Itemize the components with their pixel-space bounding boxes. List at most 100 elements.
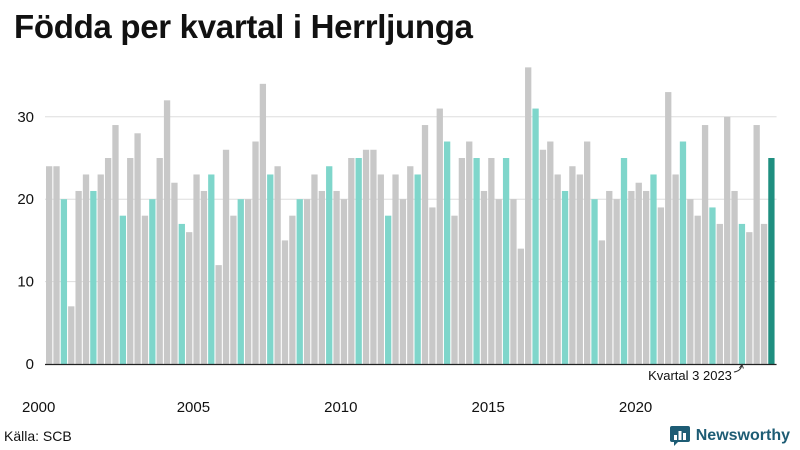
- bar-2010-q2: [348, 158, 355, 364]
- bar-2007-q1: [252, 141, 259, 364]
- bar-2021-q3: [679, 141, 687, 364]
- bar-2023-q3: [738, 223, 746, 364]
- bar-2010-q4: [362, 149, 370, 364]
- bar-2020-q3: [650, 174, 657, 364]
- bar-2003-q4: [156, 158, 163, 364]
- bar-2000-q3: [60, 199, 68, 364]
- bar-2011-q1: [370, 149, 377, 364]
- bar-2024-q1: [753, 125, 760, 364]
- bar-2005-q2: [200, 190, 208, 364]
- bar-2022-q3: [709, 207, 716, 364]
- bar-2018-q2: [584, 141, 591, 364]
- bar-2011-q4: [392, 174, 399, 364]
- bar-2021-q4: [687, 199, 694, 364]
- bar-2009-q1: [311, 174, 318, 364]
- bar-2020-q1: [635, 182, 642, 364]
- chart-title: Födda per kvartal i Herrljunga: [14, 8, 473, 45]
- bars: [46, 67, 775, 365]
- bar-2024-q2: [760, 223, 768, 364]
- bar-2023-q1: [724, 116, 731, 364]
- bar-2000-q4: [68, 306, 75, 364]
- bar-2014-q1: [458, 158, 466, 364]
- bar-2009-q3: [326, 166, 333, 364]
- bar-2018-q1: [576, 174, 583, 364]
- bar-2008-q4: [303, 199, 311, 364]
- bar-2019-q3: [620, 158, 628, 364]
- bar-2019-q2: [613, 199, 620, 364]
- bar-2009-q4: [333, 190, 340, 364]
- bar-2002-q3: [119, 215, 126, 364]
- bar-2015-q2: [495, 199, 502, 364]
- annotation-arrowhead: [739, 363, 744, 369]
- bar-2017-q2: [554, 174, 561, 364]
- bar-2023-q2: [731, 190, 738, 364]
- bar-2007-q4: [274, 166, 281, 364]
- x-tick-label: 2000: [22, 399, 55, 416]
- bar-2021-q1: [665, 92, 672, 364]
- newsworthy-logo-icon: [669, 426, 690, 446]
- bar-2016-q2: [525, 67, 532, 365]
- bar-2019-q4: [628, 190, 635, 364]
- source-label: Källa: SCB: [4, 428, 72, 444]
- bar-2010-q1: [340, 199, 348, 364]
- bar-2008-q1: [281, 240, 289, 364]
- bar-2015-q1: [488, 158, 495, 364]
- brand-logo: Newsworthy: [669, 425, 790, 447]
- bar-2013-q1: [429, 207, 436, 364]
- tick-labels: 0 10 20 30 2000 2005 2010 2015 2020: [17, 109, 652, 416]
- bar-2014-q4: [480, 190, 488, 364]
- y-tick-label: 20: [17, 191, 34, 208]
- bar-2007-q3: [267, 174, 274, 364]
- bar-2008-q2: [289, 215, 296, 364]
- bar-2011-q3: [385, 215, 392, 364]
- bar-2012-q2: [407, 166, 414, 364]
- bar-2013-q2: [436, 108, 443, 364]
- annotation-arrow: [733, 364, 743, 373]
- bar-2007-q2: [259, 83, 267, 364]
- bar-2013-q3: [443, 141, 451, 364]
- bar-2008-q3: [296, 199, 303, 364]
- bar-2020-q2: [642, 190, 650, 364]
- bar-2006-q3: [237, 199, 244, 364]
- bar-2013-q4: [451, 215, 458, 364]
- bar-2006-q2: [230, 215, 237, 364]
- bar-2012-q4: [421, 125, 429, 364]
- bar-2017-q1: [547, 141, 554, 364]
- y-tick-label: 10: [17, 274, 34, 291]
- bar-2006-q1: [222, 149, 230, 364]
- x-tick-label: 2015: [472, 399, 505, 416]
- bar-2004-q1: [163, 100, 171, 364]
- bar-2005-q4: [215, 265, 222, 364]
- bar-2003-q3: [149, 199, 156, 364]
- bar-2020-q4: [657, 207, 665, 364]
- bar-2018-q3: [591, 199, 598, 364]
- bar-2002-q1: [104, 158, 112, 364]
- bar-2019-q1: [606, 190, 613, 364]
- bar-2001-q3: [90, 190, 97, 364]
- bar-2015-q3: [502, 158, 510, 364]
- bar-2022-q1: [694, 215, 701, 364]
- bar-2005-q1: [193, 174, 200, 364]
- bar-2012-q3: [414, 174, 421, 364]
- bar-2023-q4: [746, 232, 753, 364]
- bar-2016-q3: [532, 108, 539, 364]
- x-tick-label: 2020: [619, 399, 652, 416]
- bar-2016-q1: [517, 248, 524, 364]
- annotation-label: Kvartal 3 2023: [648, 368, 732, 383]
- bar-2017-q4: [569, 166, 576, 364]
- bar-2004-q3: [178, 223, 185, 364]
- bar-2000-q2: [53, 166, 60, 364]
- bar-2014-q2: [466, 141, 473, 364]
- bar-2021-q2: [672, 174, 679, 364]
- bar-2017-q3: [561, 190, 569, 364]
- annotation: Kvartal 3 2023: [648, 363, 744, 383]
- bar-2003-q2: [141, 215, 149, 364]
- bar-2002-q2: [112, 125, 119, 364]
- bar-2012-q1: [399, 199, 407, 364]
- bar-2001-q4: [97, 174, 104, 364]
- bar-2006-q4: [244, 199, 252, 364]
- y-tick-label: 30: [17, 109, 34, 126]
- bar-2009-q2: [318, 190, 325, 364]
- bar-2015-q4: [510, 199, 517, 364]
